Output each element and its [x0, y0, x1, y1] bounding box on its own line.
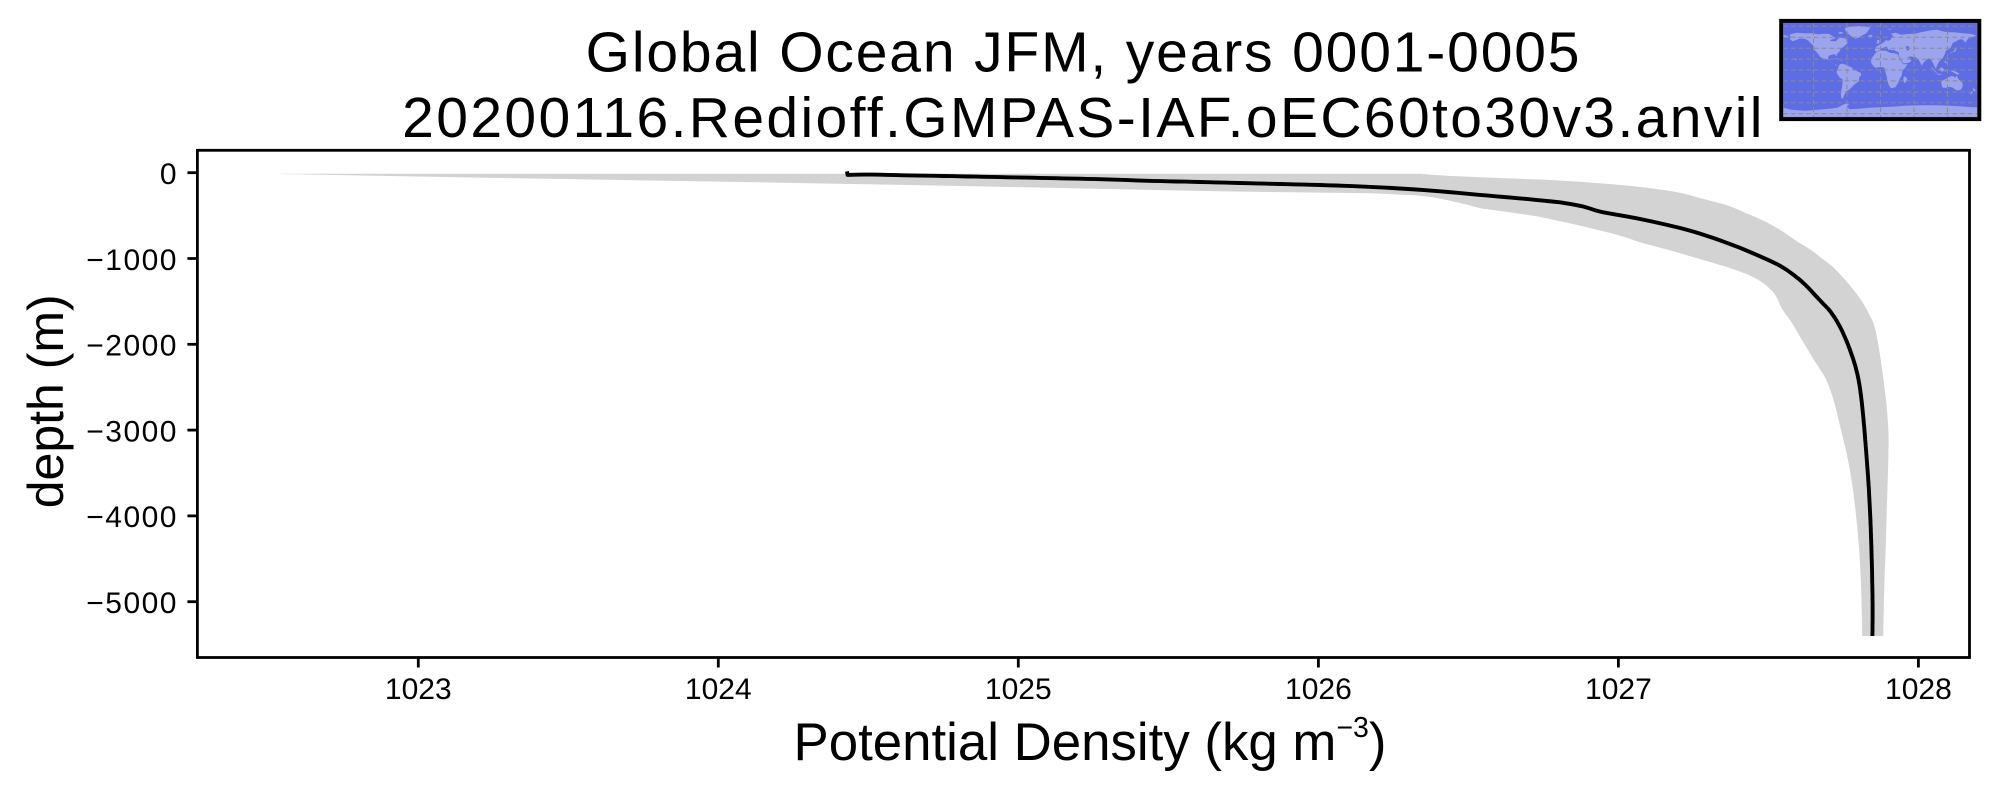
svg-text:1028: 1028: [1885, 673, 1952, 706]
svg-text:−3000: −3000: [86, 415, 178, 448]
svg-text:−2000: −2000: [86, 330, 178, 363]
svg-text:−5000: −5000: [86, 587, 178, 620]
svg-text:depth (m): depth (m): [18, 294, 74, 508]
svg-text:Global Ocean JFM, years 0001-0: Global Ocean JFM, years 0001-0005: [586, 21, 1582, 85]
svg-text:1023: 1023: [385, 673, 452, 706]
svg-text:0: 0: [160, 158, 178, 191]
svg-text:Potential Density (kg m−3): Potential Density (kg m−3): [794, 712, 1387, 772]
svg-text:1026: 1026: [1285, 673, 1352, 706]
svg-text:1027: 1027: [1585, 673, 1652, 706]
svg-text:1024: 1024: [685, 673, 752, 706]
svg-text:−1000: −1000: [86, 244, 178, 277]
svg-text:1025: 1025: [985, 673, 1052, 706]
svg-text:−4000: −4000: [86, 501, 178, 534]
svg-text:20200116.Redioff.GMPAS-IAF.oEC: 20200116.Redioff.GMPAS-IAF.oEC60to30v3.a…: [402, 86, 1765, 150]
